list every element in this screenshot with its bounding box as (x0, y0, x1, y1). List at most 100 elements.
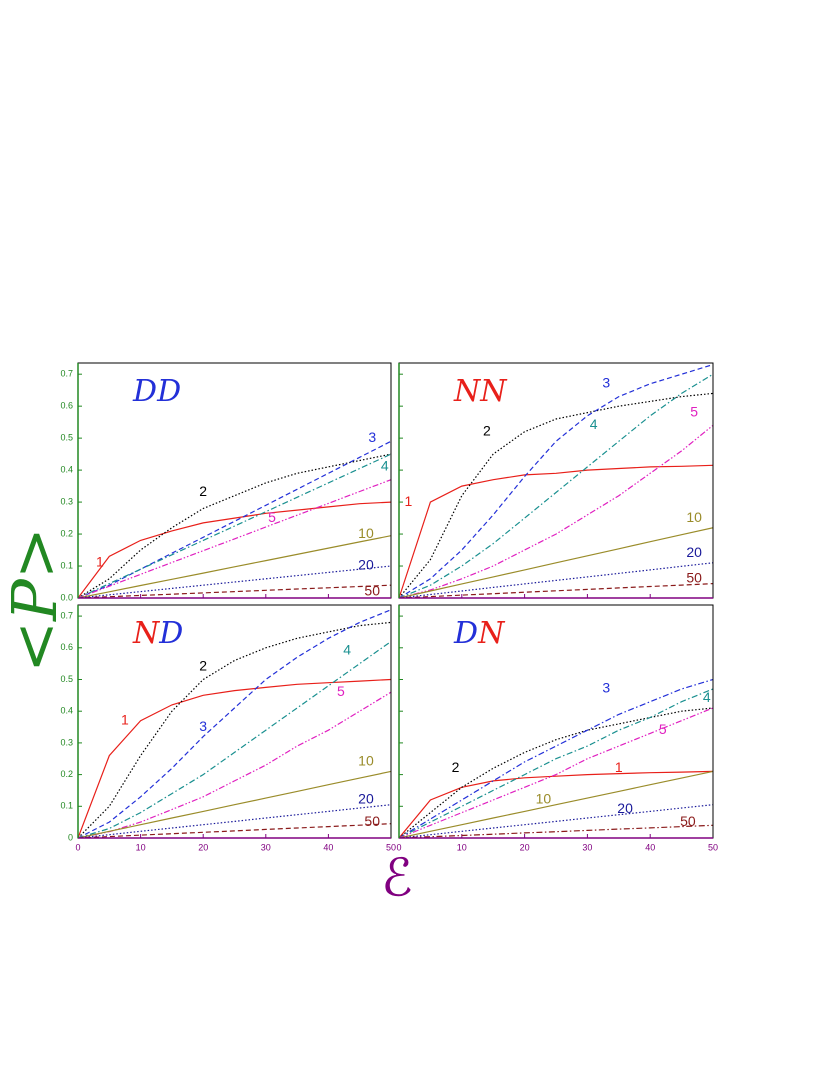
y-tick-label: 0.5 (60, 674, 73, 684)
y-tick-label: 0.6 (60, 401, 73, 411)
series-label: 20 (358, 557, 374, 573)
panel-title: DD (132, 374, 181, 409)
title-letter: N (132, 616, 161, 651)
series-line (78, 584, 391, 598)
series-line (399, 364, 713, 598)
series-label: 3 (602, 374, 610, 390)
panel-title: NN (453, 374, 508, 409)
plot-area (399, 364, 713, 598)
series-line (399, 707, 713, 838)
series-line (78, 501, 391, 598)
x-tick-label: 40 (645, 842, 655, 852)
series-label: 5 (268, 509, 276, 525)
y-tick-label: 0.1 (60, 801, 73, 811)
series-label: 2 (452, 759, 460, 775)
y-tick-label: 0.2 (60, 528, 73, 538)
series-line (78, 770, 391, 838)
y-tick-label: 0 (68, 832, 73, 842)
series-line (399, 373, 713, 598)
series-line (78, 678, 391, 838)
x-tick-label: 10 (136, 842, 146, 852)
series-line (399, 688, 713, 838)
plot-area (78, 440, 391, 598)
series-label: 1 (121, 711, 129, 727)
series-label: 20 (686, 544, 702, 560)
series-label: 4 (703, 689, 711, 705)
x-tick-label: 30 (261, 842, 271, 852)
series-line (78, 565, 391, 598)
series-label: 4 (590, 416, 598, 432)
plot-area (78, 609, 391, 838)
panel-frame (77, 362, 392, 599)
panel-title: DN (453, 616, 506, 651)
series-line (399, 770, 713, 838)
series-label: 50 (680, 813, 696, 829)
series-line (399, 424, 713, 598)
series-label: 20 (617, 800, 633, 816)
series-label: 5 (337, 683, 345, 699)
series-label: 10 (358, 525, 374, 541)
x-tick-label: 30 (582, 842, 592, 852)
series-line (78, 691, 391, 838)
series-line (399, 392, 713, 598)
series-label: 2 (199, 658, 207, 674)
panel-title: ND (132, 616, 183, 651)
series-line (78, 621, 391, 838)
title-letter: N (477, 616, 506, 651)
y-tick-label: 0.4 (60, 706, 73, 716)
series-line (399, 770, 713, 838)
series-label: 50 (364, 582, 380, 598)
series-line (399, 583, 713, 598)
y-tick-label: 0.6 (60, 642, 73, 652)
series-line (78, 641, 391, 838)
y-tick-label: 0.2 (60, 769, 73, 779)
series-label: 4 (343, 642, 351, 658)
series-label: 1 (405, 493, 413, 509)
series-label: 5 (690, 403, 698, 419)
x-tick-label: 20 (198, 842, 208, 852)
title-letter: D (453, 616, 478, 651)
x-tick-label: 50 (708, 842, 718, 852)
y-tick-label: 0.3 (60, 496, 73, 506)
x-axis-label: ℰ (381, 849, 412, 909)
series-label: 2 (483, 422, 491, 438)
x-tick-label: 0 (75, 842, 80, 852)
series-line (78, 609, 391, 838)
title-letter: N (453, 374, 482, 409)
y-axis-label: <P> (0, 527, 71, 673)
title-letter: N (479, 374, 508, 409)
series-label: 50 (686, 570, 702, 586)
x-tick-label: 50 (386, 842, 396, 852)
series-label: 10 (358, 753, 374, 769)
series-line (78, 823, 391, 838)
series-line (78, 479, 391, 598)
title-letter: D (156, 374, 181, 409)
y-tick-label: 0.5 (60, 433, 73, 443)
x-tick-label: 20 (520, 842, 530, 852)
series-label: 1 (615, 759, 623, 775)
y-tick-label: 0.1 (60, 560, 73, 570)
series-label: 5 (659, 721, 667, 737)
series-line (78, 453, 391, 598)
series-label: 1 (96, 554, 104, 570)
series-label: 20 (358, 791, 374, 807)
series-line (399, 804, 713, 838)
series-line (399, 562, 713, 598)
y-tick-label: 0.4 (60, 464, 73, 474)
x-tick-label: 40 (323, 842, 333, 852)
title-letter: D (158, 616, 183, 651)
series-line (399, 527, 713, 598)
series-label: 10 (686, 509, 702, 525)
series-line (78, 440, 391, 598)
series-label: 50 (364, 813, 380, 829)
x-tick-label: 0 (396, 842, 401, 852)
series-line (399, 464, 713, 598)
y-tick-label: 0.7 (60, 369, 73, 379)
series-line (399, 707, 713, 838)
series-label: 3 (199, 718, 207, 734)
series-line (78, 804, 391, 838)
y-tick-label: 0.0 (60, 592, 73, 602)
series-line (78, 535, 391, 598)
series-label: 3 (602, 680, 610, 696)
